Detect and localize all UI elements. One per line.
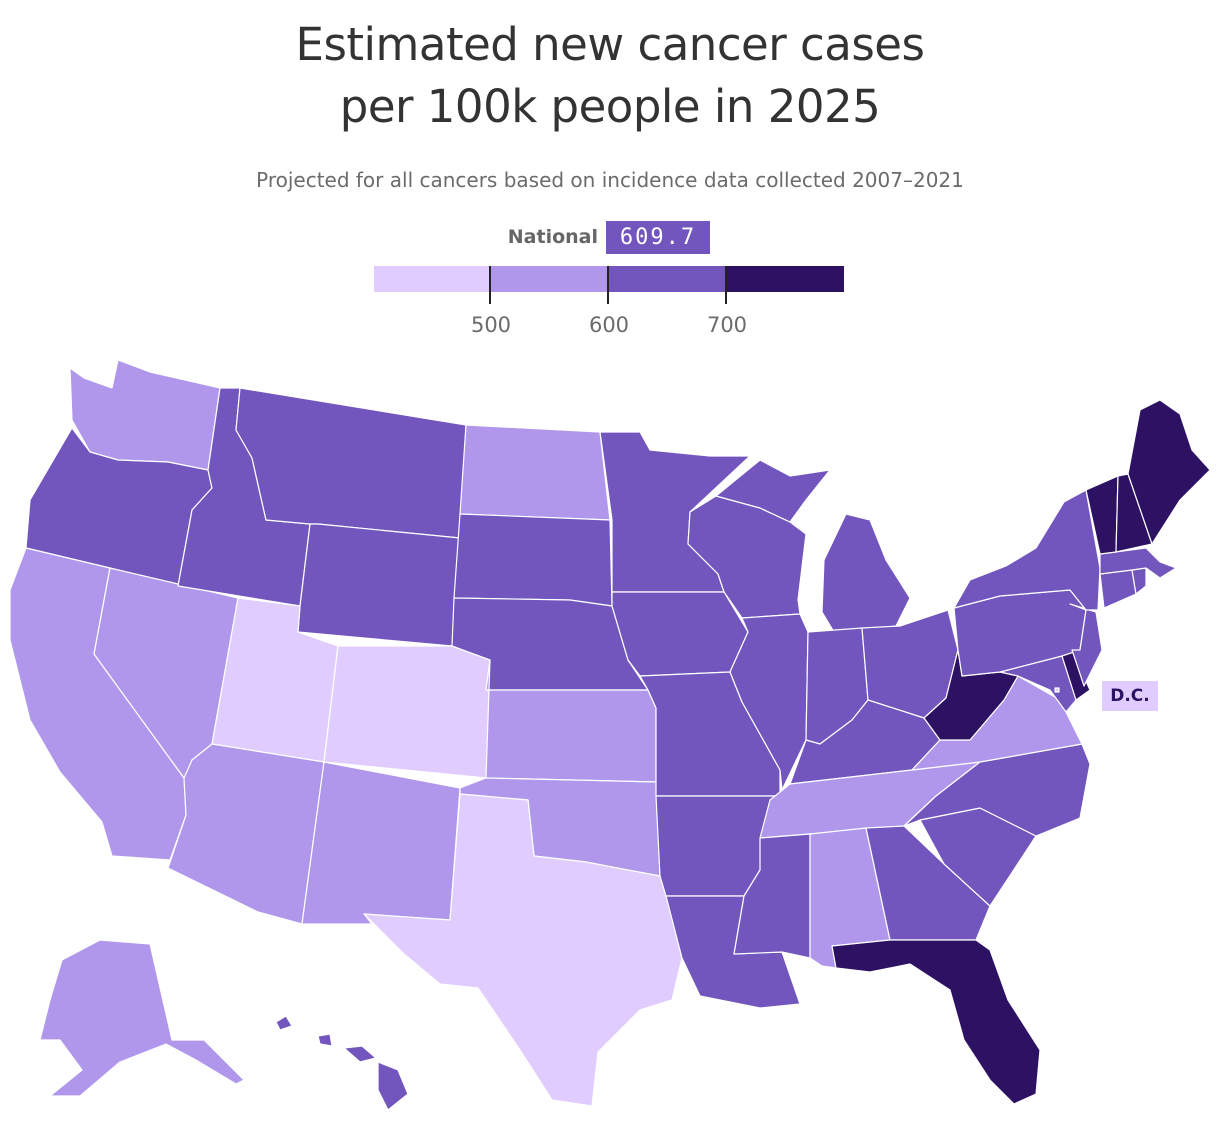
state-montana[interactable] xyxy=(235,387,467,539)
chart-title: Estimated new cancer cases per 100k peop… xyxy=(0,14,1220,138)
state-north-carolina[interactable] xyxy=(903,743,1091,837)
legend-swatch-above-700 xyxy=(726,266,844,292)
legend-tick-label-700: 700 xyxy=(706,313,748,337)
state-district-of-columbia[interactable] xyxy=(1054,687,1060,693)
legend-swatch-500-600 xyxy=(490,266,608,292)
legend-swatch-600-700 xyxy=(608,266,726,292)
legend-swatch-below-500 xyxy=(374,266,490,292)
national-label: National xyxy=(507,226,598,248)
state-hawaii[interactable] xyxy=(275,1015,409,1111)
legend-tick-500 xyxy=(489,266,491,304)
state-north-dakota[interactable] xyxy=(459,424,611,521)
title-line-2: per 100k people in 2025 xyxy=(339,80,881,133)
state-alaska[interactable] xyxy=(39,939,245,1097)
state-colorado[interactable] xyxy=(323,645,493,779)
state-texas[interactable] xyxy=(363,793,683,1107)
chart-subtitle: Projected for all cancers based on incid… xyxy=(256,168,964,192)
state-new-mexico[interactable] xyxy=(301,761,461,925)
legend-tick-700 xyxy=(725,266,727,304)
state-iowa[interactable] xyxy=(611,591,749,677)
state-new-jersey[interactable] xyxy=(1069,603,1103,687)
legend-tick-label-600: 600 xyxy=(588,313,630,337)
state-illinois[interactable] xyxy=(729,613,809,791)
state-michigan[interactable] xyxy=(715,459,911,633)
state-new-york[interactable] xyxy=(953,489,1101,611)
color-legend xyxy=(374,266,844,292)
national-value-badge: 609.7 xyxy=(606,221,710,254)
state-wyoming[interactable] xyxy=(297,523,461,647)
state-maine[interactable] xyxy=(1127,399,1211,545)
title-line-1: Estimated new cancer cases xyxy=(295,18,925,71)
state-south-dakota[interactable] xyxy=(453,513,613,607)
state-arizona[interactable] xyxy=(167,743,325,925)
legend-tick-label-500: 500 xyxy=(470,313,512,337)
state-wisconsin[interactable] xyxy=(687,495,807,619)
state-florida[interactable] xyxy=(831,939,1041,1105)
state-massachusetts[interactable] xyxy=(1099,547,1177,579)
legend-tick-600 xyxy=(607,266,609,304)
us-state-map xyxy=(9,359,1211,1111)
dc-label: D.C. xyxy=(1102,681,1158,711)
state-connecticut[interactable] xyxy=(1099,569,1137,609)
